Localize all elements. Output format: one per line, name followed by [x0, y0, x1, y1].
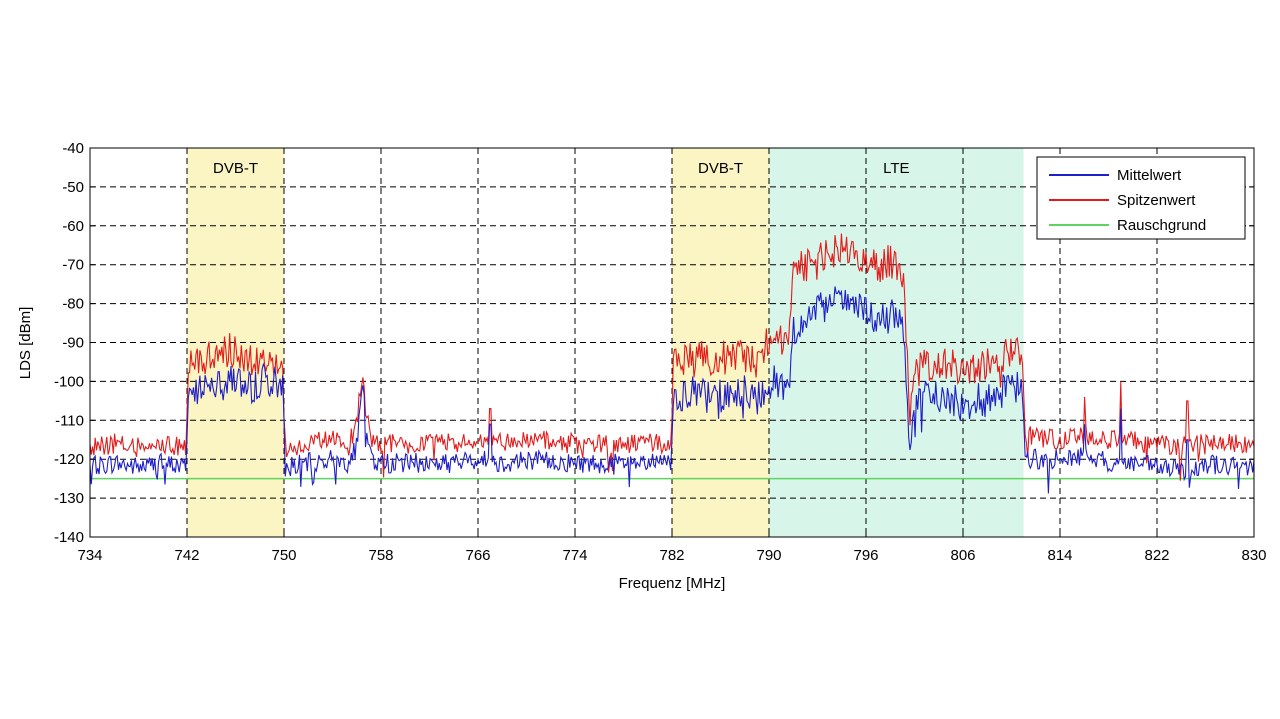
x-tick-label-8: 796	[853, 547, 878, 564]
x-tick-label-0: 734	[77, 547, 102, 564]
y-tick-label-3: -110	[55, 412, 84, 429]
x-axis-label: Frequenz [MHz]	[619, 575, 726, 592]
x-tick-label-9: 806	[950, 547, 975, 564]
x-tick-label-1: 742	[174, 547, 199, 564]
y-tick-label-6: -80	[62, 296, 84, 313]
y-tick-label-10: -40	[62, 140, 84, 157]
y-tick-label-1: -130	[54, 490, 84, 507]
x-tick-label-11: 822	[1144, 547, 1169, 564]
x-tick-label-7: 790	[756, 547, 781, 564]
x-tick-label-10: 814	[1047, 547, 1072, 564]
y-axis-label: LDS [dBm]	[17, 307, 34, 380]
y-tick-label-4: -100	[54, 373, 84, 390]
legend-label-0: Mittelwert	[1117, 167, 1182, 184]
grid-layer	[90, 148, 1254, 537]
x-tick-label-5: 774	[562, 547, 587, 564]
y-tick-label-5: -90	[62, 335, 84, 352]
y-tick-label-7: -70	[62, 257, 84, 274]
band-label-2: LTE	[883, 160, 909, 177]
y-tick-label-0: -140	[54, 529, 84, 546]
x-tick-label-2: 750	[271, 547, 296, 564]
x-tick-label-3: 758	[368, 547, 393, 564]
series-layer	[89, 233, 1255, 494]
x-tick-label-6: 782	[659, 547, 684, 564]
y-tick-label-2: -120	[54, 451, 84, 468]
legend: Mittelwert Spitzenwert Rauschgrund	[1036, 156, 1246, 240]
y-tick-label-8: -60	[62, 218, 84, 235]
ticks-layer: 734 742 750 758 766 774 782 790 796 806 814 822 830 -…	[54, 140, 1267, 564]
y-tick-label-9: -50	[62, 179, 84, 196]
legend-label-1: Spitzenwert	[1117, 192, 1196, 209]
band-label-0: DVB-T	[213, 160, 258, 177]
band-label-1: DVB-T	[698, 160, 743, 177]
x-tick-label-12: 830	[1241, 547, 1266, 564]
series-line-0	[89, 286, 1255, 494]
x-tick-label-4: 766	[465, 547, 490, 564]
legend-label-2: Rauschgrund	[1117, 217, 1206, 234]
